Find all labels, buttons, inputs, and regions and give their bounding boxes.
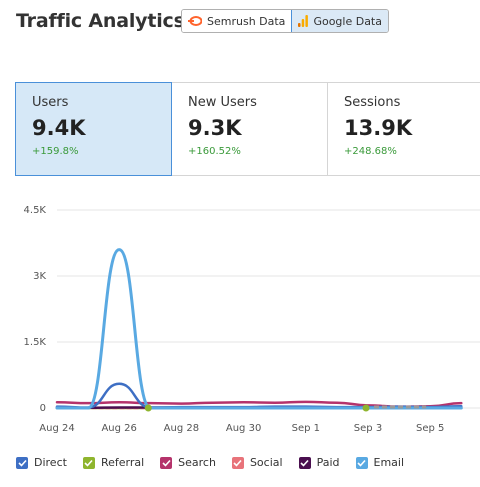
google-data-label: Google Data [313,14,382,28]
page-header: Traffic Analytics i [16,8,199,34]
semrush-logo-icon [188,16,202,26]
data-source-toggle: Semrush Data Google Data [181,9,389,33]
semrush-data-label: Semrush Data [207,14,286,28]
checkbox-check-icon[interactable] [160,456,173,469]
y-tick-label: 3K [33,271,46,282]
x-tick-label: Aug 24 [39,423,74,434]
checkbox-check-icon[interactable] [82,456,95,469]
metric-cards: Users 9.4K +159.8% New Users 9.3K +160.5… [15,82,480,176]
y-tick-label: 4.5K [24,205,47,216]
legend-item-search[interactable]: Search [160,456,216,469]
series-line-email[interactable] [55,248,463,410]
google-analytics-icon [298,15,309,27]
legend-item-direct[interactable]: Direct [16,456,67,469]
traffic-chart-svg: 4.5K 3K 1.5K 0 Aug 24 Aug 26 Aug 28 Aug 30 Sep 1… [24,205,480,434]
metric-card-users[interactable]: Users 9.4K +159.8% [15,82,172,176]
metric-value: 9.3K [188,116,242,140]
legend-item-social[interactable]: Social [231,456,283,469]
x-tick-label: Sep 3 [354,423,382,434]
metric-delta: +248.68% [344,146,397,157]
legend-label: Direct [34,456,67,469]
annotation-marker[interactable] [144,404,152,412]
x-tick-label: Aug 28 [164,423,199,434]
metric-value: 9.4K [32,116,86,140]
legend-label: Email [373,456,405,469]
checkbox-check-icon[interactable] [16,456,28,469]
metric-label: Users [32,95,69,110]
semrush-data-button[interactable]: Semrush Data [182,10,292,32]
checkbox-check-icon[interactable] [231,456,244,469]
legend-label: Referral [100,456,145,469]
y-tick-label: 0 [40,403,46,414]
x-tick-label: Sep 5 [416,423,444,434]
metric-value: 13.9K [344,116,413,140]
x-tick-label: Aug 30 [226,423,261,434]
checkbox-check-icon[interactable] [298,456,311,469]
metric-delta: +160.52% [188,146,241,157]
legend-label: Search [178,456,216,469]
legend-label: Social [249,456,283,469]
series-line-direct[interactable] [55,382,463,409]
metric-label: New Users [188,95,257,110]
metric-label: Sessions [344,95,401,110]
traffic-chart[interactable]: 4.5K 3K 1.5K 0 Aug 24 Aug 26 Aug 28 Aug 30 Sep 1… [0,196,480,441]
metric-card-sessions[interactable]: Sessions 13.9K +248.68% [328,83,480,175]
legend-item-email[interactable]: Email [355,456,405,469]
metric-delta: +159.8% [32,146,79,157]
checkbox-check-icon[interactable] [355,456,368,469]
legend-item-paid[interactable]: Paid [298,456,340,469]
metric-card-new-users[interactable]: New Users 9.3K +160.52% [172,83,328,175]
x-tick-label: Aug 26 [101,423,136,434]
page-title: Traffic Analytics [16,10,185,32]
legend-item-referral[interactable]: Referral [82,456,145,469]
annotation-marker[interactable] [362,404,370,412]
y-tick-label: 1.5K [24,337,47,348]
chart-legend: Direct Referral Search Social Paid Email [16,456,420,469]
legend-label: Paid [316,456,340,469]
x-tick-label: Sep 1 [292,423,320,434]
google-data-button[interactable]: Google Data [291,10,388,32]
